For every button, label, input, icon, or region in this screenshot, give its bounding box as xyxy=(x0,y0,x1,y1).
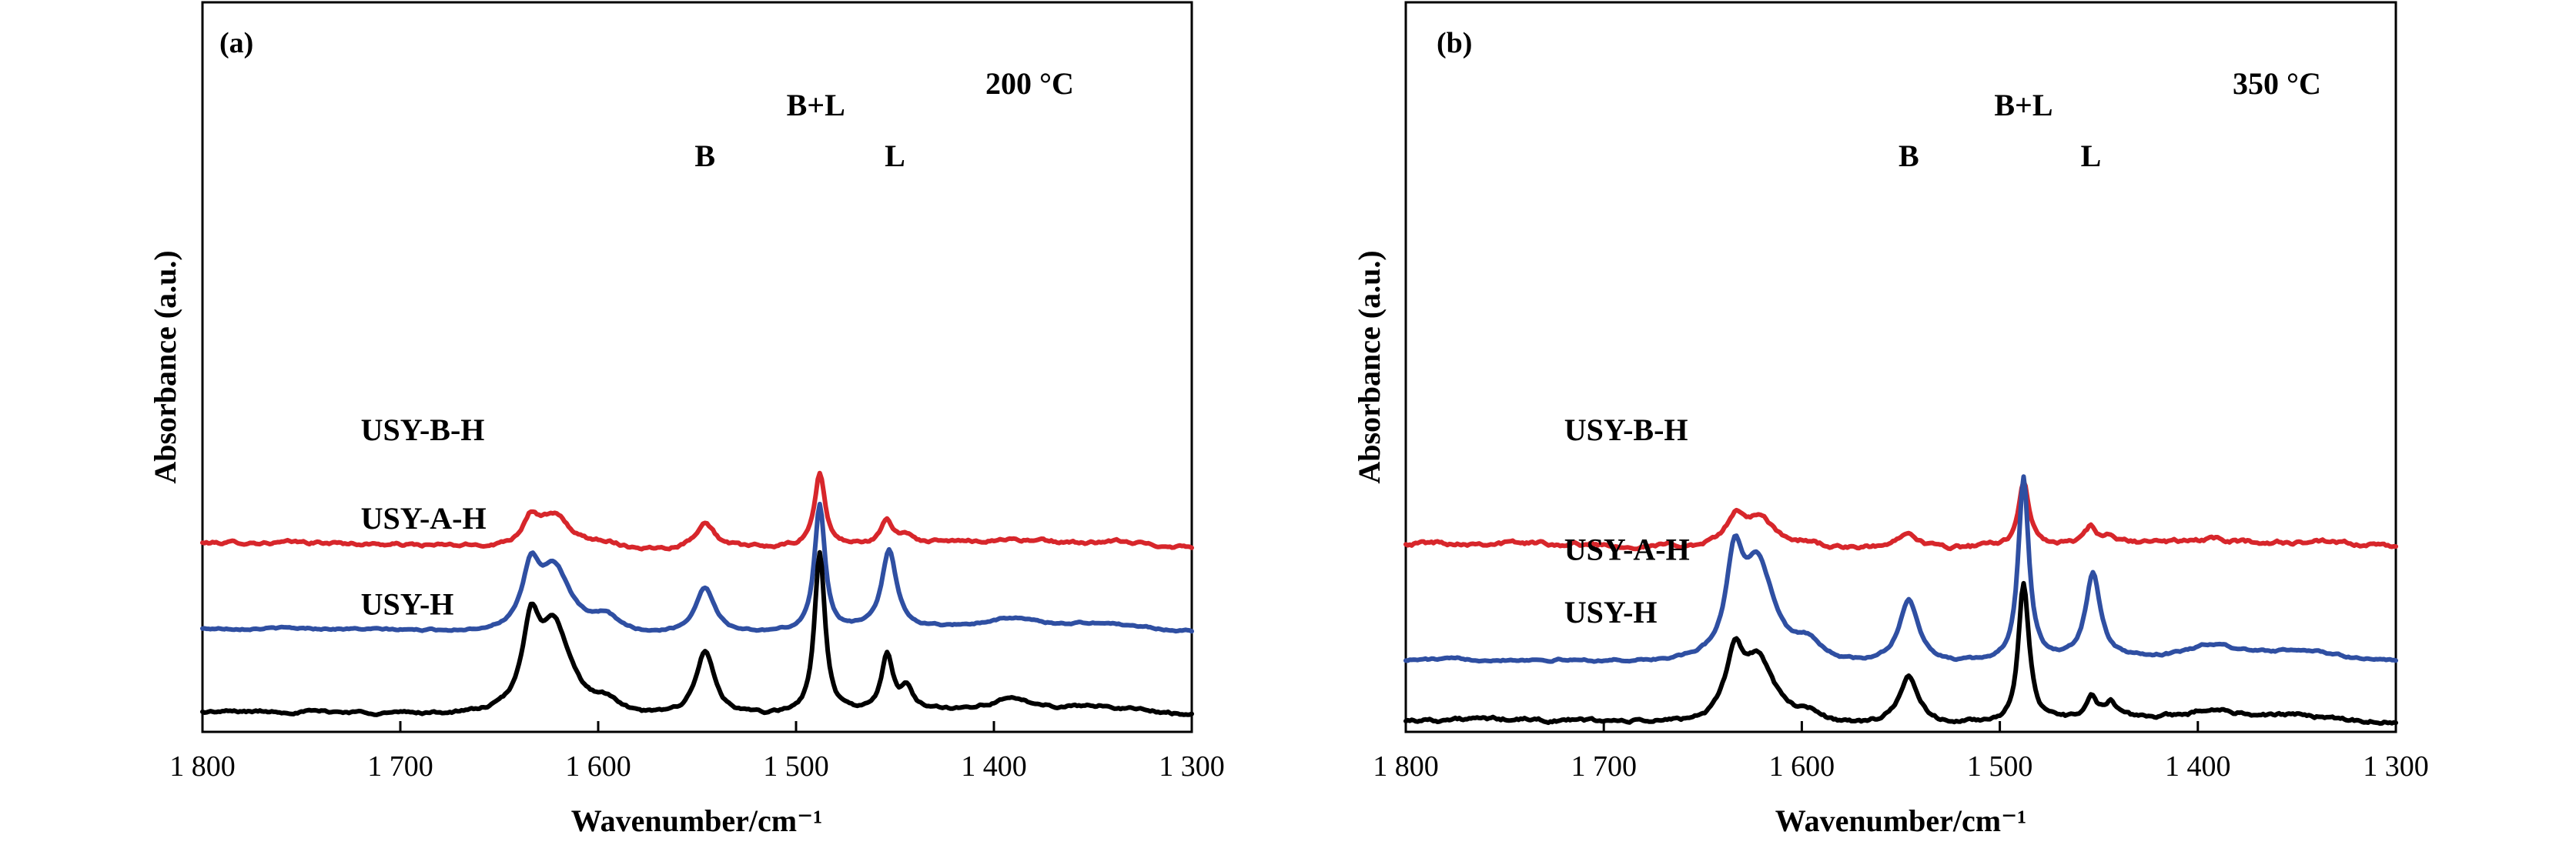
spectrum-usy-a-h xyxy=(200,502,1194,634)
series-label: USY-H xyxy=(361,587,454,622)
plot-frame xyxy=(1404,1,2397,733)
series-label: USY-B-H xyxy=(361,412,485,447)
band-label: B+L xyxy=(1994,88,2052,122)
x-tick-label: 1 600 xyxy=(565,750,631,783)
x-ticks xyxy=(1404,721,2397,732)
panel-tag: (b) xyxy=(1437,27,1472,59)
series-label: USY-H xyxy=(1564,595,1658,630)
x-tick-labels: 1 800 1 700 1 600 1 500 1 400 1 300 xyxy=(169,750,1225,783)
x-tick-label: 1 800 xyxy=(1373,750,1439,783)
x-axis-label: Wavenumber/cm⁻¹ xyxy=(571,803,822,838)
x-tick-label: 1 400 xyxy=(2165,750,2231,783)
x-tick-label: 1 300 xyxy=(2363,750,2429,783)
band-label: L xyxy=(2081,139,2102,173)
spectrum-usy-b-h xyxy=(1403,479,2398,552)
series-labels: USY-B-H USY-A-H USY-H xyxy=(361,412,487,622)
panel-a: 1 800 1 700 1 600 1 500 1 400 1 300 USY-B-HUS… xyxy=(148,1,1225,838)
series-label: USY-A-H xyxy=(1564,533,1690,567)
band-label: L xyxy=(885,139,905,173)
x-tick-label: 1 400 xyxy=(961,750,1027,783)
plot-frame xyxy=(201,1,1193,733)
band-label: B xyxy=(694,139,715,173)
panel-b: 1 800 1 700 1 600 1 500 1 400 1 300 USY-B-HUS… xyxy=(1352,1,2429,838)
band-annotations: B B+L L xyxy=(1899,88,2101,173)
spectrum-usy-h xyxy=(1403,580,2398,726)
band-label: B+L xyxy=(787,88,845,122)
band-annotations: B B+L L xyxy=(694,88,905,173)
x-tick-label: 1 700 xyxy=(367,750,433,783)
x-tick-label: 1 500 xyxy=(763,750,829,783)
x-tick-label: 1 700 xyxy=(1571,750,1637,783)
series-label: USY-A-H xyxy=(361,501,487,536)
y-axis-label: Absorbance (a.u.) xyxy=(148,250,182,483)
spectrum-usy-a-h xyxy=(1403,474,2398,664)
spectrum-usy-h xyxy=(200,549,1194,717)
x-tick-label: 1 800 xyxy=(169,750,236,783)
temperature-label: 200 °C xyxy=(985,66,1074,101)
x-tick-label: 1 300 xyxy=(1159,750,1225,783)
spectra xyxy=(200,470,1194,717)
band-label: B xyxy=(1899,139,1919,173)
y-axis-label: Absorbance (a.u.) xyxy=(1352,250,1387,483)
x-ticks xyxy=(201,721,1193,732)
x-tick-labels: 1 800 1 700 1 600 1 500 1 400 1 300 xyxy=(1373,750,2429,783)
x-axis-label: Wavenumber/cm⁻¹ xyxy=(1775,803,2026,838)
series-label: USY-B-H xyxy=(1564,412,1688,447)
series-labels: USY-B-H USY-A-H USY-H xyxy=(1564,412,1690,630)
temperature-label: 350 °C xyxy=(2233,66,2321,101)
x-tick-label: 1 500 xyxy=(1967,750,2033,783)
spectrum-usy-b-h xyxy=(200,470,1194,552)
x-tick-label: 1 600 xyxy=(1769,750,1835,783)
spectra xyxy=(1403,474,2398,726)
panel-tag: (a) xyxy=(219,27,253,59)
